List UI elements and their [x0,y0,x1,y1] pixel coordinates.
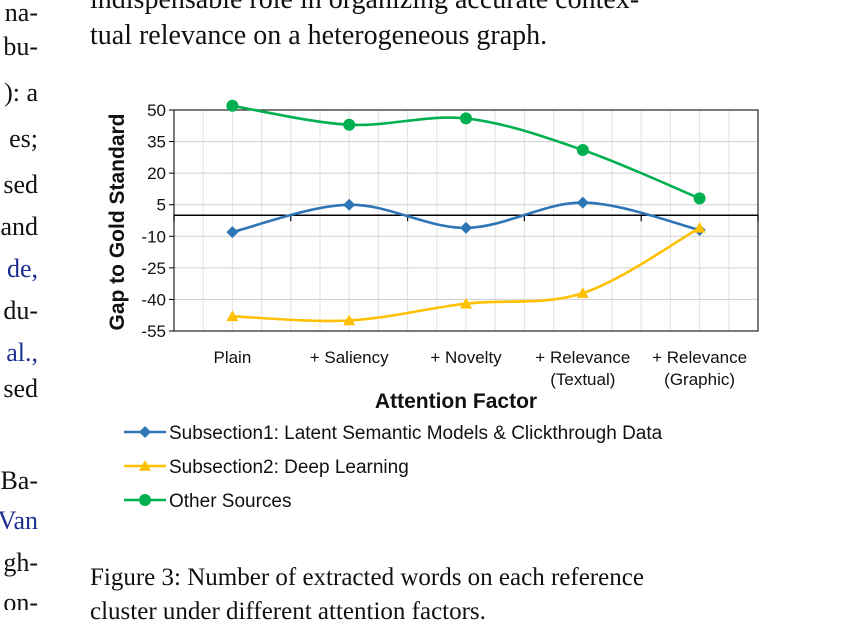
left-column-line[interactable]: Van [0,506,38,535]
legend-marker-icon [139,426,151,438]
x-tick-label: + Novelty [430,348,502,367]
x-tick-label: + Saliency [310,348,389,367]
data-point-series-2 [226,310,239,322]
data-point-series-1 [576,196,589,209]
left-column-line: sed [3,170,38,199]
left-column-line: gh- [3,548,38,577]
legend-marker-icon [139,494,151,506]
data-point-series-3 [226,99,239,112]
left-column-text: na-bu- ): a es; sed and de, du-al., sed Ba- Van gh… [0,0,42,610]
data-point-series-3 [576,143,589,156]
left-column-line: es; [9,124,38,153]
left-column-line: bu- [3,32,38,61]
data-point-series-3 [343,118,356,131]
data-point-series-3 [460,112,472,125]
x-tick-label: + Relevance [652,348,747,367]
figure-caption-line-2: cluster under different attention factor… [90,598,486,625]
x-tick-label: + Relevance [535,348,630,367]
y-tick-label: 5 [157,196,166,215]
x-tick-label: Plain [213,348,251,367]
data-point-series-1 [226,226,239,239]
y-tick-label: 20 [147,164,166,183]
left-column-line[interactable]: de, [6,254,38,283]
left-column-line: du- [3,296,38,325]
left-column-line: sed [3,374,38,403]
left-column-line[interactable]: al., [6,338,38,367]
y-tick-label: -10 [141,227,166,246]
x-axis-title: Attention Factor [375,390,537,413]
data-point-series-3 [693,192,706,205]
data-point-series-2 [693,221,706,233]
legend-label: Subsection2: Deep Learning [169,457,409,478]
left-column-line: na- [4,0,38,27]
legend-marker-icon [139,460,151,471]
figure-caption-line-1: Figure 3: Number of extracted words on e… [90,564,644,591]
data-point-series-2 [460,297,472,309]
y-axis-title: Gap to Gold Standard [106,113,129,330]
paragraph-line-2: tual relevance on a heterogeneous graph. [90,20,548,51]
x-tick-label: (Graphic) [664,370,735,389]
x-tick-label: (Textual) [550,370,615,389]
data-point-series-2 [343,314,356,326]
y-tick-label: -25 [141,259,166,278]
legend-label: Subsection1: Latent Semantic Models & Cl… [169,423,663,444]
data-point-series-1 [460,221,472,234]
data-point-series-1 [343,198,356,211]
left-column-line: Ba- [0,466,38,495]
left-column-line: on- [3,588,38,610]
data-point-series-2 [576,287,589,298]
figure-3-chart: 50 35 20 5 -10 -25 -40 -55 Gap to Gold Standard P… [106,99,759,512]
y-tick-label: 50 [147,101,166,120]
y-tick-label: -55 [141,322,166,341]
paragraph-line-1: indispensable role in organizing accurat… [90,0,639,16]
left-column-line: ): a [4,78,38,107]
legend-label: Other Sources [169,491,292,512]
y-tick-label: 35 [147,133,166,152]
left-column-line: and [0,212,38,241]
y-tick-label: -40 [141,290,166,309]
